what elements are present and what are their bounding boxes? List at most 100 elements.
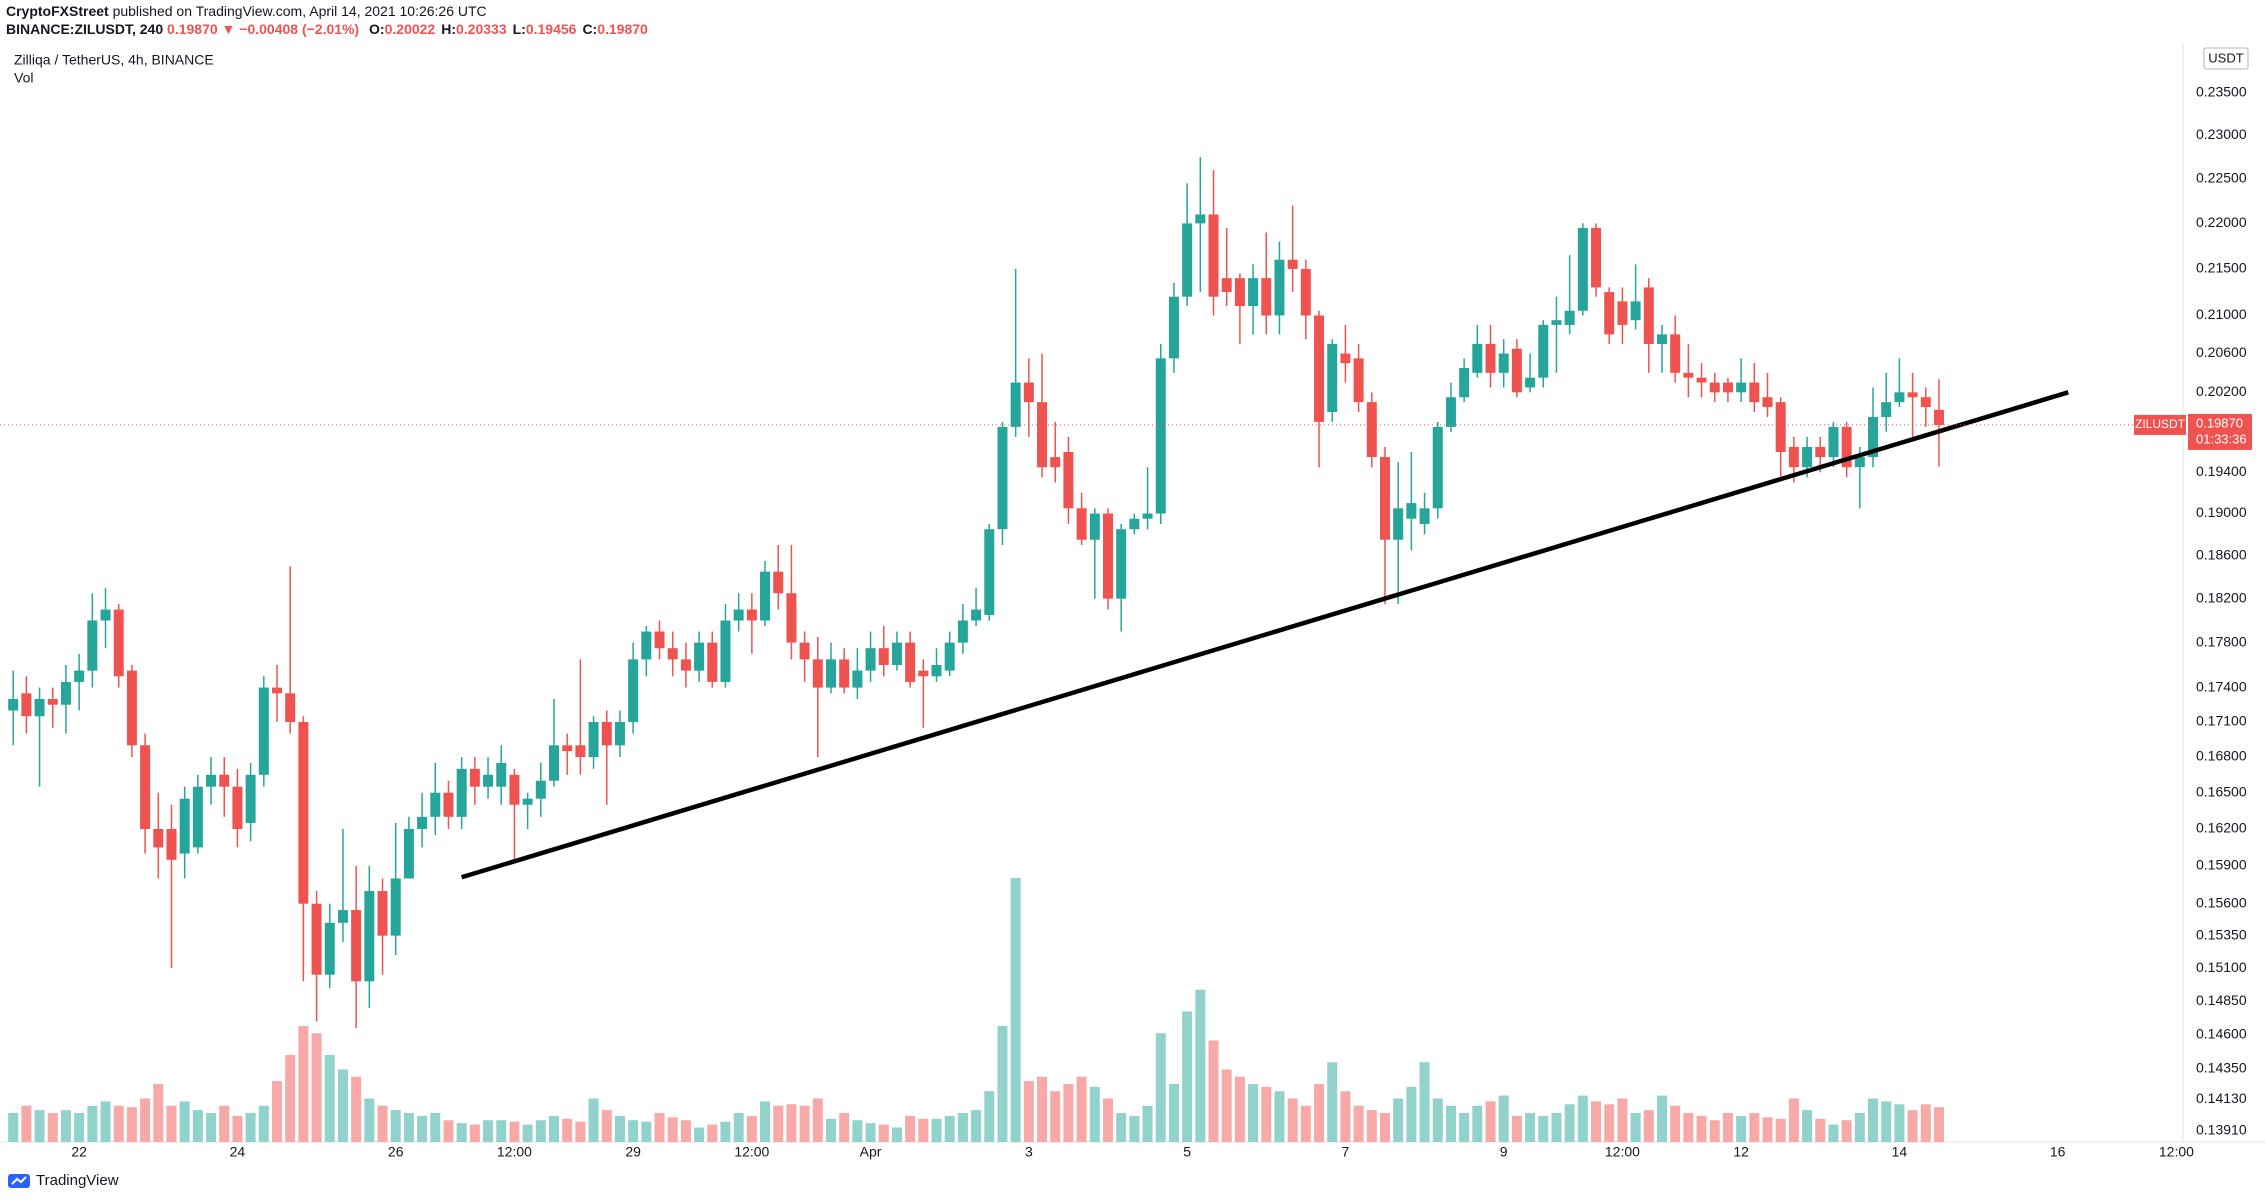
volume-bar [588, 1098, 599, 1142]
candle-body [1551, 320, 1562, 325]
candle-body [351, 910, 362, 982]
y-tick-label: 0.15100 [2196, 959, 2247, 975]
candle-body [1274, 259, 1285, 316]
symbol-label: ZILUSDT [2135, 417, 2186, 431]
candle-body [271, 687, 282, 694]
volume-bar [1775, 1118, 1786, 1142]
candle-body [298, 722, 309, 904]
x-tick-label: 12:00 [2159, 1144, 2194, 1160]
candle-body [1102, 513, 1113, 599]
candle-body [1854, 457, 1865, 468]
candle-body [1208, 214, 1219, 297]
candle-body [483, 774, 494, 787]
y-tick-label: 0.15350 [2196, 926, 2247, 942]
volume-bar [1445, 1105, 1456, 1142]
candle-body [74, 670, 85, 682]
arrow: ▼ [222, 21, 236, 37]
volume-bar [522, 1124, 533, 1142]
footer-brand: TradingView [36, 1172, 119, 1189]
candle-body [997, 426, 1008, 530]
candle-body [931, 664, 942, 677]
candle-body [680, 659, 691, 671]
volume-bar [1221, 1069, 1232, 1142]
volume-bar [140, 1098, 151, 1142]
volume-bar [311, 1033, 322, 1142]
last-price-label: 0.19870 [2196, 415, 2243, 430]
x-tick-label: 12:00 [497, 1144, 532, 1160]
volume-bar [351, 1076, 362, 1142]
volume-bar [1709, 1120, 1720, 1142]
volume-bar [1459, 1112, 1470, 1142]
candle-body [1050, 457, 1061, 468]
volume-bar [1366, 1110, 1377, 1142]
candle-body [1525, 377, 1536, 388]
header-line-1: CryptoFXStreet published on TradingView.… [6, 3, 487, 19]
candle-body [1736, 382, 1747, 393]
candle-body [1089, 513, 1100, 540]
volume-bar [1551, 1112, 1562, 1142]
volume-bar [8, 1112, 19, 1142]
volume-bar [1920, 1104, 1931, 1142]
candle-body [865, 648, 876, 671]
currency-box [2203, 47, 2249, 70]
volume-bar [232, 1115, 243, 1142]
y-tick-label: 0.21500 [2196, 260, 2247, 276]
candle-body [1683, 372, 1694, 378]
candle-body [87, 620, 98, 671]
volume-bar [1182, 1011, 1193, 1142]
volume-bar [496, 1120, 507, 1142]
volume-bar [1577, 1095, 1588, 1142]
volume-bar [1841, 1120, 1852, 1142]
candle-body [192, 786, 203, 848]
volume-bar [720, 1121, 731, 1142]
x-tick-label: 26 [388, 1144, 404, 1160]
candle-body [694, 642, 705, 671]
volume-bar [1076, 1076, 1087, 1142]
y-tick-label: 0.18600 [2196, 546, 2247, 562]
y-tick-label: 0.22000 [2196, 214, 2247, 230]
candle-body [601, 722, 612, 746]
trend-line [461, 390, 2069, 880]
x-tick-label: 5 [1183, 1144, 1191, 1160]
volume-bar [878, 1124, 889, 1142]
logo-line [11, 1176, 27, 1185]
y-tick-label: 0.17100 [2196, 713, 2247, 729]
candle-body [1168, 296, 1179, 359]
y-tick-label: 0.18200 [2196, 589, 2247, 605]
candle-body [1709, 382, 1720, 393]
candle-body [812, 659, 823, 688]
ohlc-value: 0.20022 [385, 21, 436, 37]
candle-body [891, 642, 902, 665]
candle-body [1314, 315, 1325, 422]
volume-bar [1802, 1110, 1813, 1142]
volume-bar [377, 1105, 388, 1142]
currency: USDT [2208, 50, 2243, 65]
volume-bar [1525, 1112, 1536, 1142]
candle-body [1129, 518, 1140, 530]
volume-bar [1828, 1124, 1839, 1142]
volume-bar [825, 1118, 836, 1142]
volume-bar [113, 1105, 124, 1142]
candle-body [126, 670, 137, 746]
volume-bar [984, 1091, 995, 1142]
volume-bar [575, 1121, 586, 1142]
candle-body [364, 891, 375, 982]
volume-bar [931, 1118, 942, 1142]
ohlc-value: 0.19870 [597, 21, 648, 37]
ohlc-key: C: [582, 21, 597, 37]
volume-bar [918, 1118, 929, 1142]
candle-body [100, 609, 111, 621]
volume-bar [1432, 1098, 1443, 1142]
candle-body [760, 571, 771, 621]
volume-bar [1511, 1115, 1522, 1142]
candle-body [34, 699, 45, 717]
candle-body [1591, 227, 1602, 288]
candle-body [1327, 343, 1338, 413]
volume-layer [8, 878, 1944, 1142]
candle-body [1406, 503, 1417, 519]
volume-bar [34, 1110, 45, 1142]
volume-bar [562, 1118, 573, 1142]
y-tick-label: 0.14850 [2196, 992, 2247, 1008]
candle-body [1907, 392, 1918, 398]
volume-bar [799, 1105, 810, 1142]
